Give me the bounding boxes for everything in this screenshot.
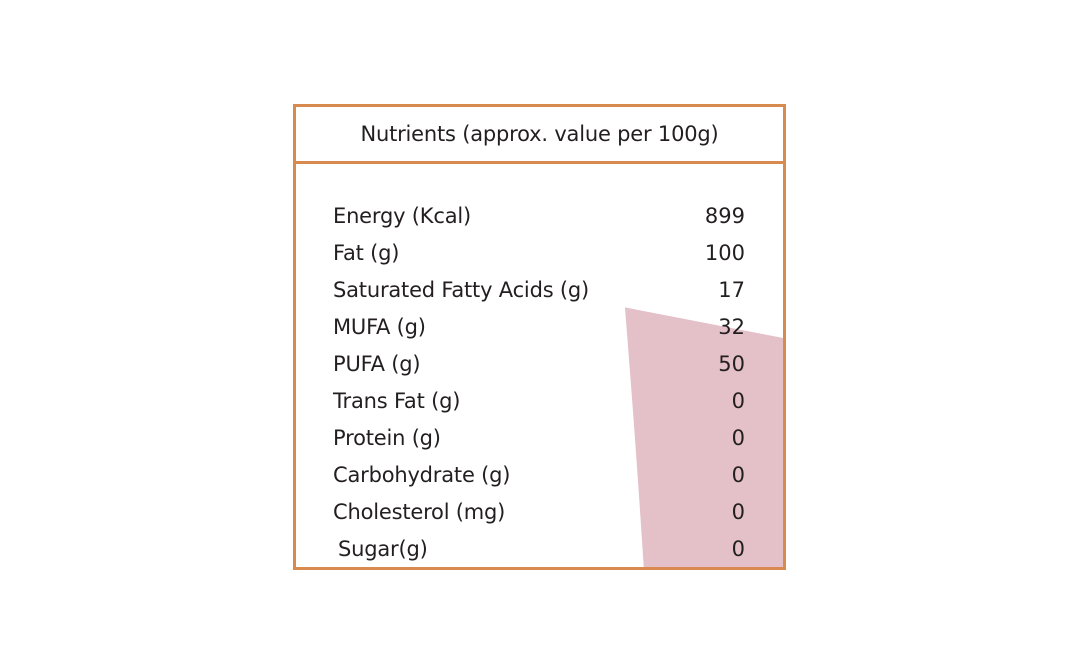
nutrient-value: 899 <box>704 204 745 228</box>
nutrition-header: Nutrients (approx. value per 100g) <box>296 107 783 164</box>
nutrient-name: Energy (Kcal) <box>333 204 472 228</box>
nutrient-value: 0 <box>731 463 745 487</box>
nutrient-row-saturated-fatty-acids: Saturated Fatty Acids (g) 17 <box>296 272 783 309</box>
nutrition-label: Nutrients (approx. value per 100g) Energ… <box>293 104 786 570</box>
nutrient-value: 0 <box>731 426 745 450</box>
nutrient-row-cholesterol: Cholesterol (mg) 0 <box>296 494 783 531</box>
nutrient-name: Carbohydrate (g) <box>333 463 511 487</box>
nutrient-value: 50 <box>718 352 745 376</box>
nutrient-name: Sugar(g) <box>338 537 428 561</box>
nutrient-row-sugar: Sugar(g) 0 <box>296 531 783 568</box>
nutrient-name: Saturated Fatty Acids (g) <box>333 278 590 302</box>
nutrient-value: 32 <box>718 315 745 339</box>
nutrient-row-trans-fat: Trans Fat (g) 0 <box>296 383 783 420</box>
nutrient-row-pufa: PUFA (g) 50 <box>296 346 783 383</box>
nutrient-row-fat: Fat (g) 100 <box>296 235 783 272</box>
nutrient-name: Trans Fat (g) <box>333 389 461 413</box>
nutrient-row-energy: Energy (Kcal) 899 <box>296 198 783 235</box>
nutrient-value: 0 <box>731 389 745 413</box>
nutrient-row-mufa: MUFA (g) 32 <box>296 309 783 346</box>
nutrient-name: MUFA (g) <box>333 315 426 339</box>
nutrient-value: 17 <box>718 278 745 302</box>
nutrient-value: 0 <box>731 500 745 524</box>
nutrient-name: PUFA (g) <box>333 352 421 376</box>
nutrient-row-carbohydrate: Carbohydrate (g) 0 <box>296 457 783 494</box>
nutrient-name: Protein (g) <box>333 426 441 450</box>
nutrient-value: 0 <box>731 537 745 561</box>
nutrient-name: Cholesterol (mg) <box>333 500 506 524</box>
nutrition-title: Nutrients (approx. value per 100g) <box>360 122 719 146</box>
nutrient-row-protein: Protein (g) 0 <box>296 420 783 457</box>
nutrient-name: Fat (g) <box>333 241 400 265</box>
nutrient-value: 100 <box>704 241 745 265</box>
